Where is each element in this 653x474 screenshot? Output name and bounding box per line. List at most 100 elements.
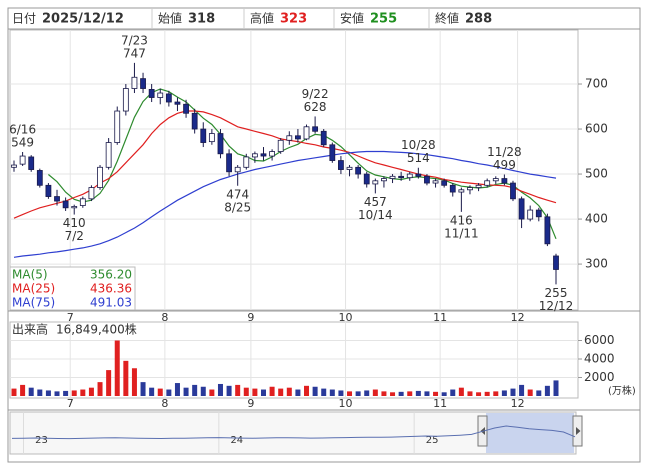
volume-bar (355, 391, 361, 396)
volume-title: 出来高 (12, 322, 48, 337)
volume-bar (269, 386, 275, 396)
candle-body (501, 178, 508, 184)
volume-bar (54, 391, 60, 396)
candle-body (449, 184, 456, 193)
volume-bar (123, 360, 129, 396)
candle-body (355, 166, 362, 175)
x-tick-label: 9 (247, 397, 254, 410)
volume-bar (450, 389, 456, 396)
volume-bar (37, 389, 43, 396)
candle-body (191, 112, 198, 130)
candle-body (475, 184, 482, 188)
volume-bar (510, 388, 516, 396)
candle-body (97, 166, 103, 188)
y-tick-label: 2000 (584, 370, 615, 384)
candle-body (286, 135, 293, 141)
volume-bar (372, 389, 378, 396)
annotation-value: 499 (493, 158, 516, 172)
candle-body (200, 128, 207, 143)
volume-bar (166, 389, 172, 396)
y-tick-label: 400 (585, 212, 608, 226)
volume-bar (88, 387, 94, 396)
volume-bar (329, 389, 335, 396)
volume-bar (304, 385, 310, 396)
volume-bar (321, 388, 327, 396)
annotation-value: 474 (226, 187, 249, 201)
header-label: 始値 (158, 11, 182, 26)
volume-bar (484, 391, 490, 396)
annotation-value: 416 (450, 213, 473, 227)
candle-body (157, 92, 164, 98)
volume-bar (97, 382, 103, 396)
annotation-date: 7/23 (121, 33, 148, 47)
volume-bar (493, 391, 499, 396)
x-tick-label: 8 (161, 311, 168, 324)
volume-bar (347, 391, 353, 396)
candle-body (441, 180, 448, 186)
volume-bar (527, 389, 533, 396)
volume-bar (243, 387, 249, 396)
candle-body (458, 189, 465, 193)
candle-body (295, 135, 301, 140)
candle-body (338, 160, 344, 170)
ma-line (13, 110, 557, 219)
legend-name: MA(5) (12, 268, 48, 282)
candle-body (510, 182, 516, 200)
header-label: 安値 (340, 11, 364, 26)
volume-plot (9, 321, 579, 399)
annotation-date: 6/16 (9, 122, 36, 136)
volume-bar (209, 389, 215, 396)
candle-body (36, 170, 43, 186)
volume-bar (114, 340, 120, 396)
navigator-label: 25 (426, 435, 439, 446)
volume-bar (11, 388, 17, 396)
volume-bar (252, 388, 258, 396)
candle-body (208, 133, 215, 143)
candle-body (260, 153, 267, 157)
annotation-value: 457 (364, 195, 387, 209)
volume-bar (553, 380, 559, 396)
volume-bar (28, 387, 34, 396)
candle-body (88, 187, 95, 200)
x-tick-label: 12 (511, 311, 525, 324)
volume-latest: 16,849,400株 (56, 322, 137, 337)
candle-body (105, 142, 112, 168)
volume-bar (183, 387, 189, 396)
candle-body (243, 156, 250, 168)
x-tick-label: 10 (339, 311, 353, 324)
volume-bar (200, 386, 206, 396)
candle-body (415, 173, 422, 177)
annotation-date: 9/22 (302, 87, 329, 101)
volume-bar (131, 368, 137, 396)
x-tick-label: 9 (247, 311, 254, 324)
volume-bar (476, 392, 482, 396)
y-tick-label: 6000 (584, 333, 615, 347)
navigator-window[interactable] (486, 413, 574, 453)
volume-bar (174, 383, 180, 396)
navigator-label: 23 (35, 435, 48, 446)
candle-body (226, 153, 232, 173)
header-value: 2025/12/12 (42, 12, 124, 27)
volume-bar (235, 384, 241, 396)
candle-body (492, 178, 499, 182)
volume-bar (286, 387, 292, 396)
annotation-value: 514 (407, 151, 430, 165)
annotation-date: 8/25 (224, 200, 251, 214)
volume-bar (71, 390, 77, 396)
legend-name: MA(75) (12, 296, 55, 310)
volume-bar (501, 390, 507, 396)
ma-line (13, 150, 557, 258)
candle-body (518, 198, 525, 220)
volume-bar (536, 390, 542, 396)
navigator-label: 24 (230, 435, 243, 446)
candle-body (398, 175, 405, 179)
candle-body (320, 130, 327, 146)
volume-bar (312, 386, 318, 396)
annotation-date: 11/11 (444, 226, 479, 240)
volume-bar (415, 390, 421, 396)
candle-body (54, 196, 60, 202)
volume-bar (433, 391, 439, 396)
x-tick-label: 7 (67, 397, 74, 410)
volume-bar (295, 389, 301, 396)
legend-name: MA(25) (12, 282, 55, 296)
